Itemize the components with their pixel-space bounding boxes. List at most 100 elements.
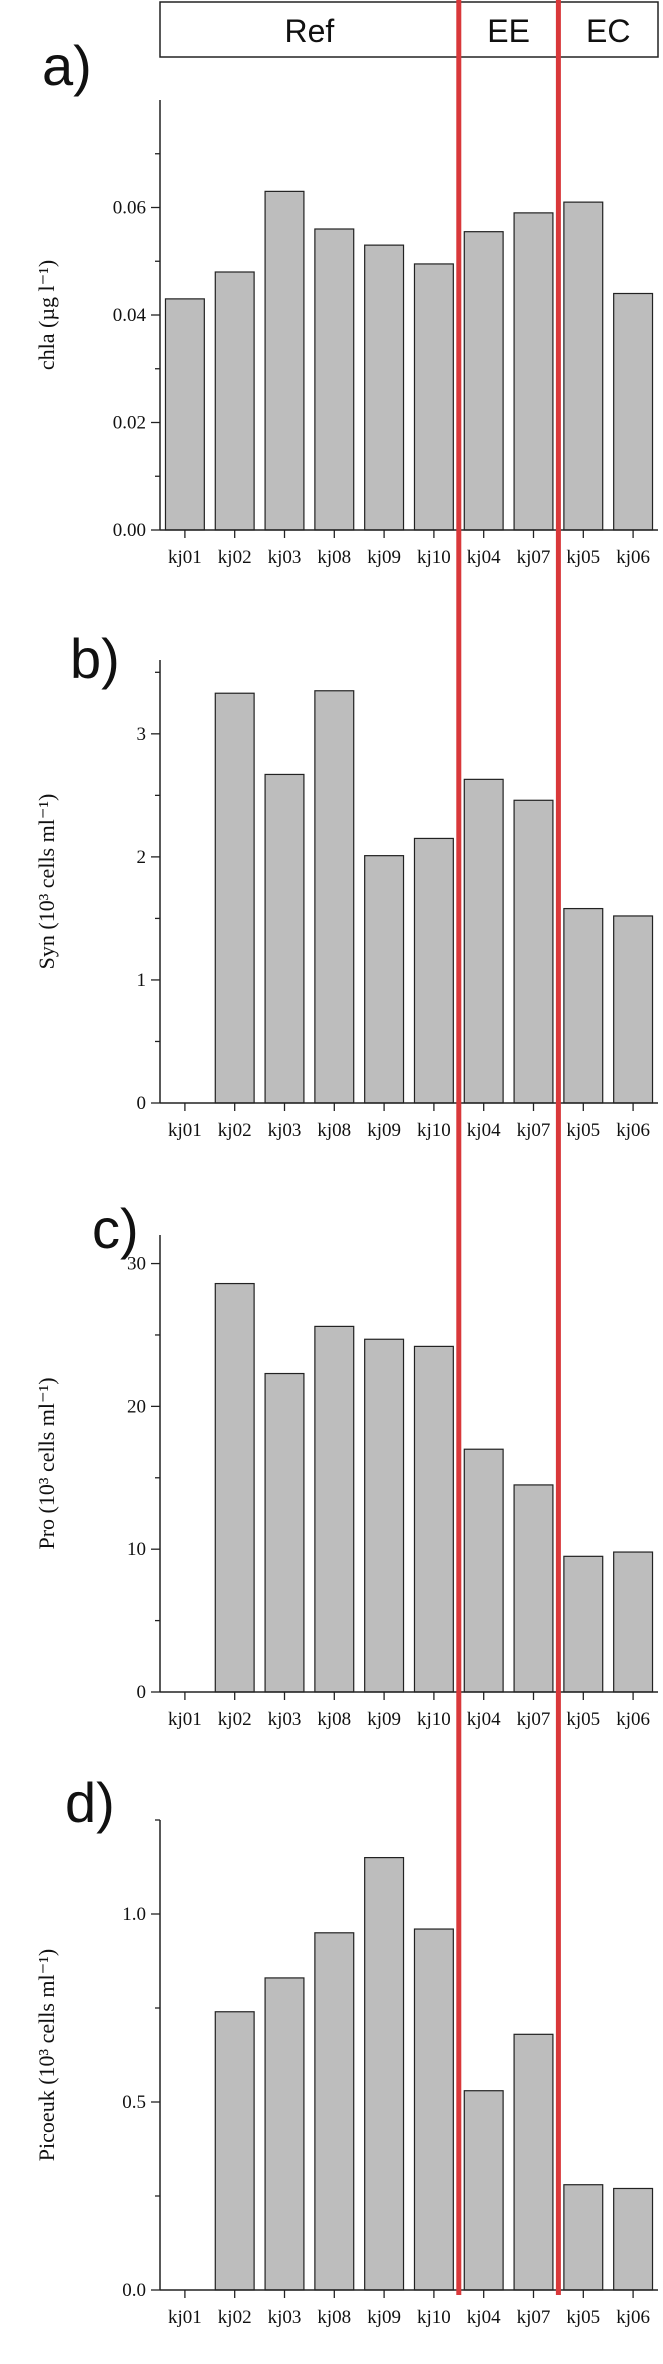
x-tick-label-kj10: kj10 <box>417 2307 451 2328</box>
bar-kj05 <box>563 907 604 1104</box>
x-tick-label-kj05: kj05 <box>566 547 600 568</box>
y-axis-label: Syn (10³ cells ml⁻¹) <box>34 794 59 970</box>
group-label-ee: EE <box>487 13 530 49</box>
x-tick-label-kj06: kj06 <box>616 2307 650 2328</box>
x-tick-label-kj09: kj09 <box>367 2307 401 2328</box>
x-tick-label-kj06: kj06 <box>616 1120 650 1141</box>
x-tick-label-kj07: kj07 <box>517 1120 551 1141</box>
x-tick-label-kj02: kj02 <box>218 1709 252 1730</box>
panel-letter: b) <box>70 627 120 690</box>
bar-kj10 <box>413 1345 454 1693</box>
y-tick-label: 20 <box>127 1396 146 1417</box>
x-tick-label-kj03: kj03 <box>268 1120 302 1141</box>
x-tick-label-kj03: kj03 <box>268 1709 302 1730</box>
bar-kj03 <box>264 773 305 1104</box>
x-tick-label-kj01: kj01 <box>168 547 202 568</box>
bar-kj09 <box>364 855 405 1104</box>
bar-kj10 <box>413 837 454 1104</box>
x-tick-label-kj06: kj06 <box>616 1709 650 1730</box>
y-tick-label: 0.00 <box>113 520 146 541</box>
bar-kj08 <box>314 228 355 531</box>
bar-kj05 <box>563 201 604 531</box>
bar-kj07 <box>513 1484 554 1693</box>
bar-kj06 <box>613 1551 654 1693</box>
y-tick-label: 0.02 <box>113 413 146 434</box>
bar-kj04 <box>463 231 504 531</box>
group-header-box <box>159 1 659 58</box>
x-tick-label-kj04: kj04 <box>467 1120 501 1141</box>
bar-kj08 <box>314 690 355 1104</box>
bar-kj09 <box>364 244 405 531</box>
y-tick-label: 1 <box>137 970 147 991</box>
y-tick-label: 0.5 <box>122 2092 146 2113</box>
x-tick-label-kj08: kj08 <box>317 2307 351 2328</box>
x-tick-label-kj08: kj08 <box>317 1709 351 1730</box>
x-tick-label-kj06: kj06 <box>616 547 650 568</box>
x-tick-label-kj08: kj08 <box>317 1120 351 1141</box>
panel-letter: d) <box>65 1771 115 1834</box>
bar-kj07 <box>513 212 554 531</box>
y-tick-label: 0.06 <box>113 198 146 219</box>
bar-kj08 <box>314 1325 355 1693</box>
panel-letter: a) <box>42 34 92 97</box>
x-tick-label-kj01: kj01 <box>168 2307 202 2328</box>
y-tick-label: 2 <box>137 847 147 868</box>
bar-kj06 <box>613 292 654 531</box>
x-tick-label-kj09: kj09 <box>367 1120 401 1141</box>
x-tick-label-kj01: kj01 <box>168 1709 202 1730</box>
x-tick-label-kj03: kj03 <box>268 547 302 568</box>
x-tick-label-kj10: kj10 <box>417 1709 451 1730</box>
y-axis-label: Picoeuk (10³ cells ml⁻¹) <box>34 1949 59 2161</box>
bar-kj04 <box>463 2090 504 2291</box>
x-tick-label-kj07: kj07 <box>517 2307 551 2328</box>
y-tick-label: 0.04 <box>113 305 147 326</box>
bar-kj10 <box>413 1928 454 2291</box>
y-tick-label: 30 <box>127 1254 146 1275</box>
bar-kj02 <box>214 1282 255 1693</box>
bar-kj07 <box>513 2033 554 2291</box>
x-tick-label-kj05: kj05 <box>566 1120 600 1141</box>
bar-kj07 <box>513 799 554 1104</box>
bar-kj05 <box>563 1555 604 1693</box>
x-tick-label-kj02: kj02 <box>218 1120 252 1141</box>
y-axis-label: Pro (10³ cells ml⁻¹) <box>34 1377 59 1549</box>
x-tick-label-kj04: kj04 <box>467 2307 501 2328</box>
panel-a: a) 0.00 0.02 0.04 0.06 kj01 kj02 kj03 kj08 kj09 kj… <box>34 34 658 568</box>
bar-kj03 <box>264 1372 305 1693</box>
bar-kj08 <box>314 1932 355 2291</box>
y-tick-label: 0 <box>137 1682 147 1703</box>
x-tick-label-kj08: kj08 <box>317 547 351 568</box>
group-label-ref: Ref <box>285 13 335 49</box>
group-label-ec: EC <box>586 13 630 49</box>
x-tick-label-kj09: kj09 <box>367 1709 401 1730</box>
y-axis-label: chla (µg l⁻¹) <box>34 260 59 370</box>
bar-kj03 <box>264 1977 305 2291</box>
y-tick-label: 1.0 <box>122 1904 146 1925</box>
x-tick-label-kj01: kj01 <box>168 1120 202 1141</box>
bar-kj05 <box>563 2184 604 2291</box>
panel-letter: c) <box>92 1197 139 1260</box>
bar-kj06 <box>613 915 654 1104</box>
x-tick-label-kj04: kj04 <box>467 1709 501 1730</box>
x-tick-label-kj04: kj04 <box>467 547 501 568</box>
x-tick-label-kj03: kj03 <box>268 2307 302 2328</box>
x-tick-label-kj05: kj05 <box>566 1709 600 1730</box>
bar-kj02 <box>214 271 255 531</box>
x-tick-label-kj10: kj10 <box>417 1120 451 1141</box>
bar-kj04 <box>463 1448 504 1693</box>
bar-kj09 <box>364 1338 405 1693</box>
group-header: Ref EE EC <box>159 1 659 58</box>
bar-kj10 <box>413 263 454 531</box>
group-separators <box>456 0 561 2295</box>
bar-kj04 <box>463 778 504 1104</box>
panel-b: b) 0 1 2 3 kj01 kj02 kj03 kj08 kj09 kj10 kj04 kj07 kj… <box>34 627 658 1141</box>
y-tick-label: 0 <box>137 1093 147 1114</box>
bar-kj01 <box>164 298 205 531</box>
panel-c: c) 0 10 20 30 kj01 kj02 kj03 kj08 kj09 kj10 kj04 kj0… <box>34 1197 658 1730</box>
x-tick-label-kj07: kj07 <box>517 547 551 568</box>
x-tick-label-kj09: kj09 <box>367 547 401 568</box>
panel-d: d) 0.0 0.5 1.0 kj01 kj02 kj03 kj08 kj09 kj10 kj04 k… <box>34 1771 658 2328</box>
y-tick-label: 0.0 <box>122 2280 146 2301</box>
y-tick-label: 10 <box>127 1539 146 1560</box>
